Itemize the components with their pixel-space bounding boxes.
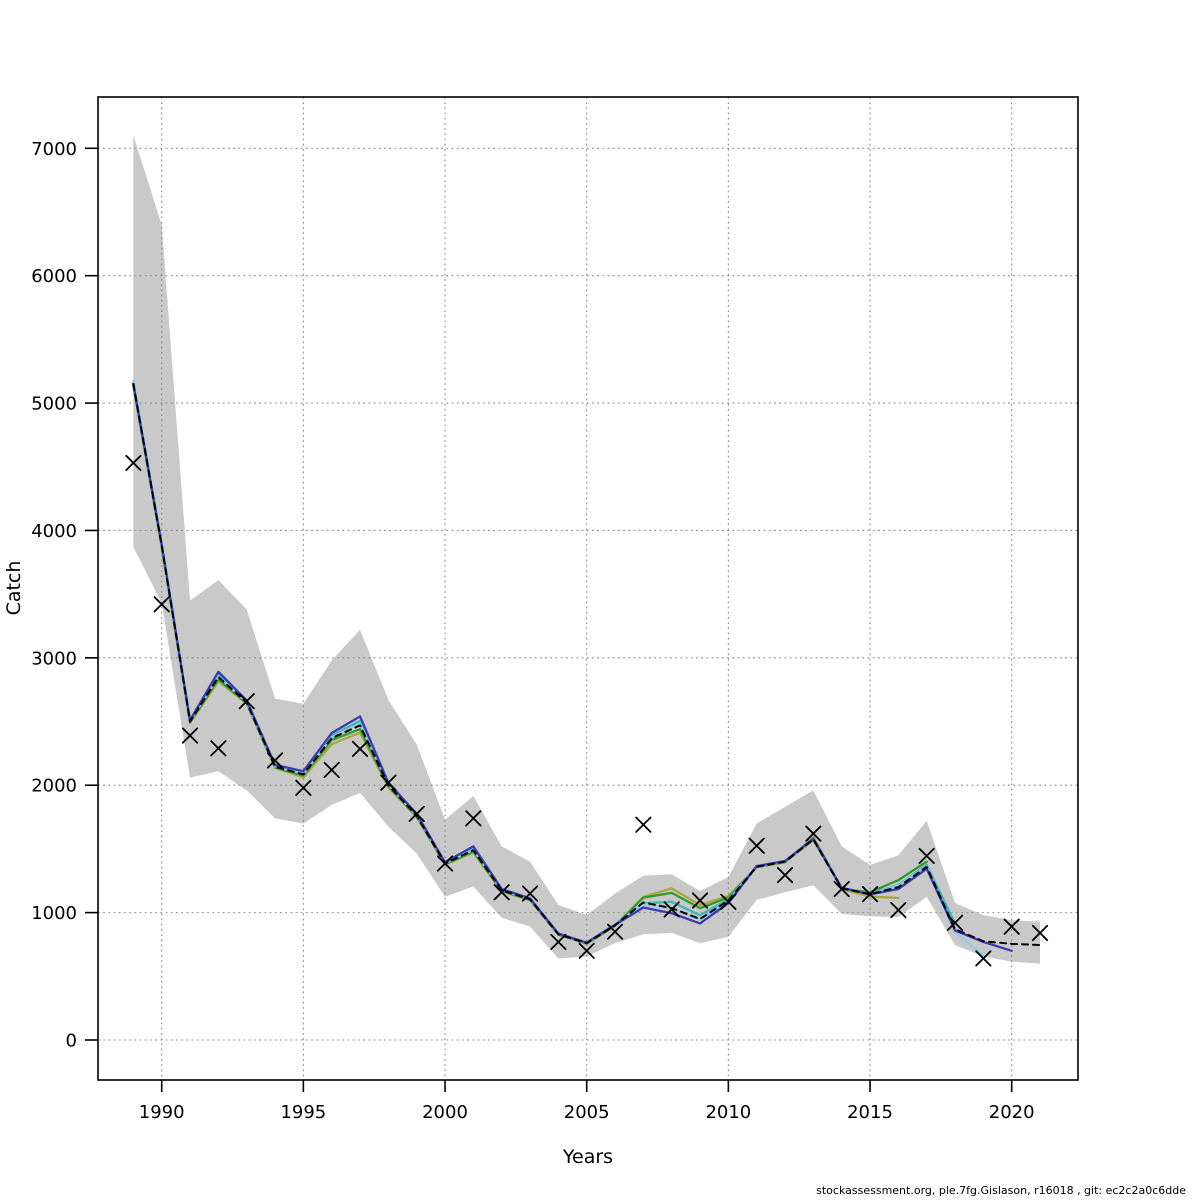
observed-catch-marker xyxy=(351,740,369,758)
observed-catch-marker xyxy=(833,880,850,898)
observed-catch-marker xyxy=(946,914,964,931)
observed-catch-marker xyxy=(323,761,340,779)
plot-border xyxy=(97,96,1079,1081)
x-tick-label: 1995 xyxy=(280,1102,326,1123)
y-tick-label: 5000 xyxy=(31,394,77,415)
observed-catch-marker xyxy=(663,901,680,918)
observed-catch-marker xyxy=(238,693,255,710)
observed-catch-marker xyxy=(578,942,595,959)
x-axis-title: Years xyxy=(562,1146,613,1168)
observed-catch-marker xyxy=(975,950,992,967)
x-tick-label: 2005 xyxy=(564,1102,610,1123)
observed-catch-marker xyxy=(153,596,170,613)
x-tick-label: 2000 xyxy=(422,1102,468,1123)
observed-catch-marker xyxy=(890,901,907,919)
observed-catch-marker xyxy=(295,779,312,796)
observed-catch-marker xyxy=(1003,918,1020,935)
observed-catch-marker xyxy=(606,923,624,940)
y-tick-label: 7000 xyxy=(31,139,77,160)
observed-catch-marker xyxy=(635,816,652,833)
x-tick-label: 1990 xyxy=(139,1102,185,1123)
observed-catch-marker xyxy=(521,885,539,902)
observed-catch-marker xyxy=(436,855,454,872)
footer-credit: stockassessment.org, ple.7fg.Gislason, r… xyxy=(816,1184,1186,1197)
confidence-band xyxy=(133,135,1041,964)
gridlines-layer xyxy=(98,97,1078,1080)
observed-catch-marker xyxy=(266,752,284,769)
observed-catch-marker xyxy=(125,454,142,472)
observed-catch-marker xyxy=(493,884,510,901)
observed-catch-marker xyxy=(805,825,822,842)
observed-catch-marker xyxy=(210,740,227,757)
confidence-band-layer xyxy=(133,135,1041,964)
x-tick-label: 2015 xyxy=(847,1102,893,1123)
observed-catch-marker xyxy=(861,886,879,903)
observed-catch-marker xyxy=(380,774,397,791)
observed-catch-marker xyxy=(1031,924,1049,942)
observed-catch-marker xyxy=(691,892,709,909)
axes-layer: 1990 1995 2000 2005 2010 2015 2020 0 1000 2000 300… xyxy=(31,139,1034,1123)
observed-catch-marker xyxy=(181,727,199,744)
observed-catch-marker xyxy=(408,805,425,822)
base-run-ending-2021-black-dashed-line xyxy=(132,382,1042,947)
x-tick-label: 2020 xyxy=(989,1102,1035,1123)
observed-catch-marker xyxy=(918,847,935,865)
observed-catch-marker xyxy=(720,893,737,910)
observed-markers-layer xyxy=(125,454,1049,967)
observed-catch-marker xyxy=(550,933,567,951)
y-tick-label: 6000 xyxy=(31,266,77,287)
y-tick-label: 4000 xyxy=(31,521,77,542)
y-tick-label: 3000 xyxy=(31,648,77,669)
y-tick-label: 0 xyxy=(66,1031,77,1052)
observed-catch-marker xyxy=(776,866,794,884)
y-tick-label: 2000 xyxy=(31,776,77,797)
x-tick-label: 2010 xyxy=(705,1102,751,1123)
y-axis-title: Catch xyxy=(3,561,25,616)
y-tick-label: 1000 xyxy=(31,903,77,924)
observed-catch-marker xyxy=(748,837,765,854)
observed-catch-marker xyxy=(465,810,482,827)
